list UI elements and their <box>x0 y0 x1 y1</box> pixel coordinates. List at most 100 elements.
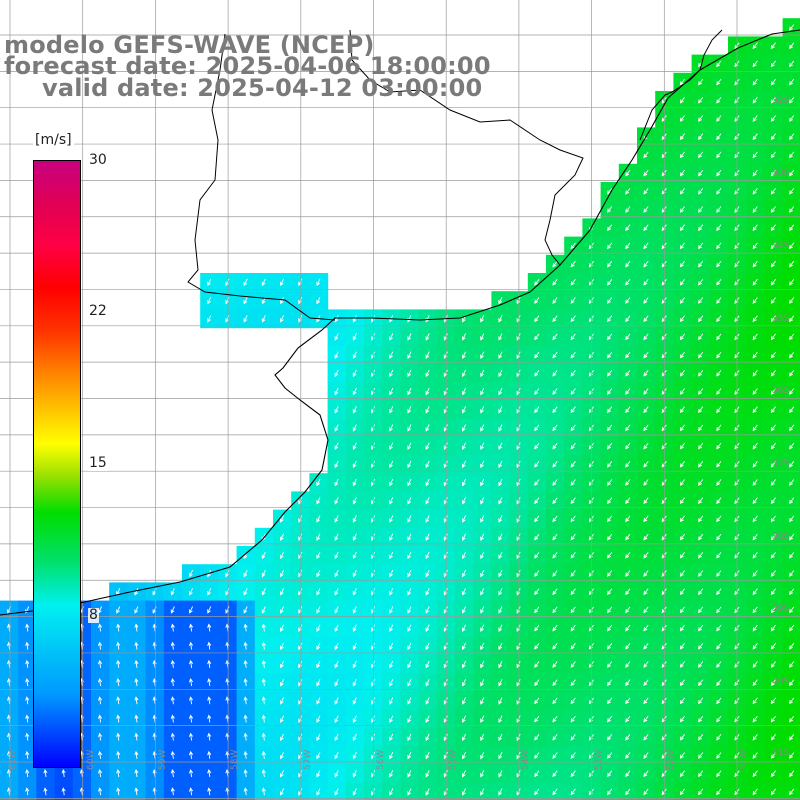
wind-arrow-icon <box>607 734 613 741</box>
wind-arrow-icon <box>752 333 758 341</box>
wind-arrow-icon <box>679 588 685 596</box>
wind-arrow-icon <box>716 97 722 104</box>
wind-arrow-icon <box>698 242 704 250</box>
wind-arrow-icon <box>752 752 758 759</box>
wind-arrow-icon <box>243 569 248 578</box>
wind-arrow-icon <box>207 769 212 778</box>
wind-arrow-icon <box>752 115 758 122</box>
wind-arrow-icon <box>716 679 722 687</box>
wind-arrow-icon <box>716 552 722 559</box>
wind-arrow-icon <box>607 479 613 486</box>
wind-arrow-icon <box>498 733 503 742</box>
wind-arrow-icon <box>789 424 795 432</box>
wind-arrow-icon <box>334 660 339 669</box>
wind-arrow-icon <box>607 333 613 341</box>
wind-arrow-icon <box>716 351 722 359</box>
wind-arrow-icon <box>188 769 194 778</box>
wind-arrow-icon <box>570 552 576 559</box>
wind-arrow-icon <box>679 661 685 668</box>
wind-arrow-icon <box>752 424 758 432</box>
wind-arrow-icon <box>552 370 558 377</box>
wind-arrow-icon <box>679 151 685 159</box>
wind-arrow-icon <box>334 333 339 341</box>
wind-arrow-icon <box>789 78 795 86</box>
wind-arrow-icon <box>498 296 503 305</box>
wind-arrow-icon <box>716 461 722 468</box>
wind-arrow-icon <box>461 733 467 742</box>
lat-label: 34S <box>772 241 790 251</box>
wind-arrow-icon <box>480 478 485 487</box>
wind-arrow-icon <box>480 369 485 378</box>
wind-arrow-icon <box>534 624 540 632</box>
wind-arrow-icon <box>752 643 758 650</box>
wind-arrow-icon <box>716 169 722 177</box>
wind-arrow-icon <box>534 734 540 741</box>
wind-arrow-icon <box>789 624 795 632</box>
wind-arrow-icon <box>679 679 685 687</box>
wind-arrow-icon <box>698 370 704 377</box>
wind-arrow-icon <box>698 315 704 323</box>
wind-arrow-icon <box>789 169 795 177</box>
wind-arrow-icon <box>316 569 321 578</box>
wind-arrow-icon <box>789 242 795 250</box>
wind-arrow-icon <box>698 624 704 632</box>
wind-arrow-icon <box>643 624 649 632</box>
wind-arrow-icon <box>770 242 776 250</box>
wind-arrow-icon <box>261 787 266 796</box>
wind-arrow-icon <box>752 224 758 232</box>
wind-arrow-icon <box>116 714 121 723</box>
wind-arrow-icon <box>698 424 704 432</box>
wind-arrow-icon <box>97 787 103 796</box>
wind-arrow-icon <box>625 242 631 250</box>
wind-arrow-icon <box>770 151 776 159</box>
lagoon-coast <box>639 29 723 141</box>
wind-arrow-icon <box>643 715 649 723</box>
wind-arrow-icon <box>407 533 412 541</box>
wind-arrow-icon <box>643 442 649 450</box>
wind-arrow-icon <box>334 770 339 778</box>
wind-arrow-icon <box>552 333 558 341</box>
wind-arrow-icon <box>279 751 285 760</box>
wind-arrow-icon <box>679 242 685 250</box>
wind-arrow-icon <box>425 424 430 432</box>
wind-arrow-icon <box>25 659 30 668</box>
wind-arrow-icon <box>261 659 266 668</box>
wind-arrow-icon <box>752 479 758 486</box>
wind-arrow-icon <box>770 461 776 468</box>
wind-arrow-icon <box>770 624 776 632</box>
wind-arrow-icon <box>679 497 685 505</box>
wind-arrow-icon <box>498 478 503 487</box>
wind-arrow-icon <box>389 515 394 523</box>
wind-arrow-icon <box>134 696 139 705</box>
wind-arrow-icon <box>116 696 121 705</box>
wind-arrow-icon <box>643 588 649 596</box>
wind-arrow-icon <box>679 351 685 359</box>
wind-arrow-icon <box>607 770 613 778</box>
wind-arrow-icon <box>698 188 704 195</box>
wind-arrow-icon <box>498 387 503 396</box>
wind-arrow-icon <box>461 442 467 450</box>
wind-arrow-icon <box>389 406 394 414</box>
wind-arrow-icon <box>534 697 540 705</box>
wind-arrow-icon <box>334 788 339 796</box>
wind-arrow-icon <box>752 552 758 559</box>
wind-arrow-icon <box>643 770 649 778</box>
wind-arrow-icon <box>480 515 485 523</box>
wind-arrow-icon <box>607 242 613 250</box>
wind-arrow-icon <box>552 606 558 614</box>
wind-arrow-icon <box>352 606 357 614</box>
wind-arrow-icon <box>97 732 103 741</box>
wind-arrow-icon <box>352 533 357 541</box>
wind-arrow-icon <box>752 260 758 268</box>
wind-arrow-icon <box>679 734 685 741</box>
wind-arrow-icon <box>207 750 212 759</box>
wind-arrow-icon <box>789 297 795 304</box>
wind-arrow-icon <box>207 623 212 632</box>
wind-arrow-icon <box>679 570 685 577</box>
wind-arrow-icon <box>170 623 175 632</box>
wind-arrow-icon <box>607 697 613 705</box>
wind-arrow-icon <box>316 697 321 705</box>
wind-arrow-icon <box>643 643 649 650</box>
wind-arrow-icon <box>97 769 103 778</box>
wind-arrow-icon <box>498 770 503 778</box>
